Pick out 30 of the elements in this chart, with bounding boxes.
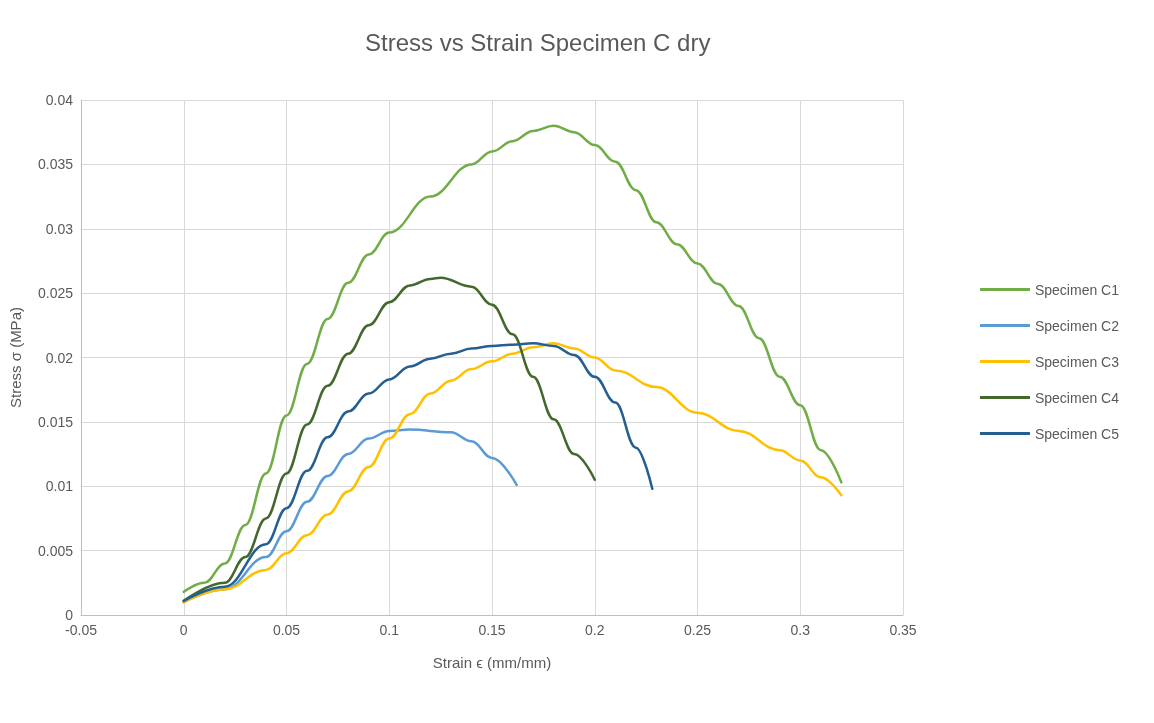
x-tick-label: 0.05 (272, 622, 301, 638)
x-tick-label: 0.1 (379, 622, 400, 638)
y-tick-label: 0.005 (37, 542, 74, 559)
x-tick-label: 0.2 (585, 622, 605, 638)
y-tick-label: 0.03 (45, 220, 74, 237)
y-tick-label: 0.01 (45, 478, 74, 495)
x-tick-label: -0.05 (65, 622, 98, 638)
x-tick-label: 0.35 (889, 622, 917, 638)
line-series (182, 124, 843, 594)
line-series (182, 342, 654, 603)
x-tick-label: 0.15 (478, 622, 506, 638)
x-tick-label: 0.25 (683, 622, 712, 638)
legend-label: Specimen C1 (1034, 281, 1120, 298)
x-tick-label: 0 (179, 622, 188, 638)
x-axis-title: Strain ϵ (mm/mm) (432, 654, 552, 671)
y-tick-label: 0.025 (37, 285, 74, 302)
legend-label: Specimen C2 (1034, 317, 1120, 334)
chart-title: Stress vs Strain Specimen C dry (365, 28, 711, 56)
legend-label: Specimen C4 (1034, 389, 1120, 406)
line-series (182, 276, 596, 603)
y-tick-label: 0.035 (37, 156, 74, 173)
y-tick-label: 0.04 (45, 92, 74, 108)
y-tick-label: 0 (65, 607, 74, 623)
y-tick-label: 0.02 (45, 349, 74, 366)
y-axis-title: Stress σ (MPa) (7, 307, 24, 408)
y-tick-label: 0.015 (37, 413, 74, 430)
x-tick-label: 0.3 (790, 622, 811, 638)
line-series (182, 342, 843, 604)
legend-label: Specimen C5 (1034, 425, 1120, 442)
legend-label: Specimen C3 (1034, 353, 1120, 370)
